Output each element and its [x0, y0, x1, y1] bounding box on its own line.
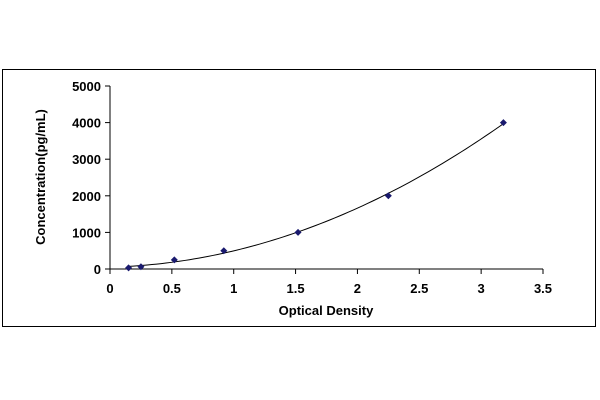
y-tick-label: 2000 [72, 189, 101, 204]
y-axis-title: Concentration(pg/mL) [33, 109, 48, 245]
data-point [220, 247, 228, 255]
x-ticks: 0 0.5 1 1.5 2 2.5 3 3.5 [106, 269, 552, 296]
y-tick-label: 5000 [72, 79, 101, 94]
y-tick-label: 1000 [72, 225, 101, 240]
x-tick-label: 0 [106, 281, 113, 296]
chart-svg: 0 0.5 1 1.5 2 2.5 3 3.5 0 1000 2000 3000 4000 5000 O… [33, 79, 552, 318]
x-tick-label: 2.5 [410, 281, 428, 296]
x-tick-label: 2 [354, 281, 361, 296]
y-tick-label: 3000 [72, 152, 101, 167]
x-tick-label: 3 [478, 281, 485, 296]
y-ticks: 0 1000 2000 3000 4000 5000 [72, 79, 110, 277]
x-tick-label: 1.5 [287, 281, 305, 296]
x-tick-label: 3.5 [534, 281, 552, 296]
data-point [294, 228, 302, 236]
x-tick-label: 1 [230, 281, 237, 296]
y-tick-label: 4000 [72, 116, 101, 131]
data-point [499, 119, 507, 127]
x-tick-label: 0.5 [163, 281, 181, 296]
chart-frame: 0 0.5 1 1.5 2 2.5 3 3.5 0 1000 2000 3000 4000 5000 O… [2, 69, 596, 327]
data-points [125, 119, 507, 272]
data-point [125, 264, 133, 272]
data-point [170, 256, 178, 264]
data-point [137, 263, 145, 271]
axes [109, 86, 543, 270]
trend-line [128, 123, 504, 267]
y-tick-label: 0 [94, 262, 101, 277]
data-point [384, 192, 392, 200]
x-axis-title: Optical Density [279, 303, 374, 318]
